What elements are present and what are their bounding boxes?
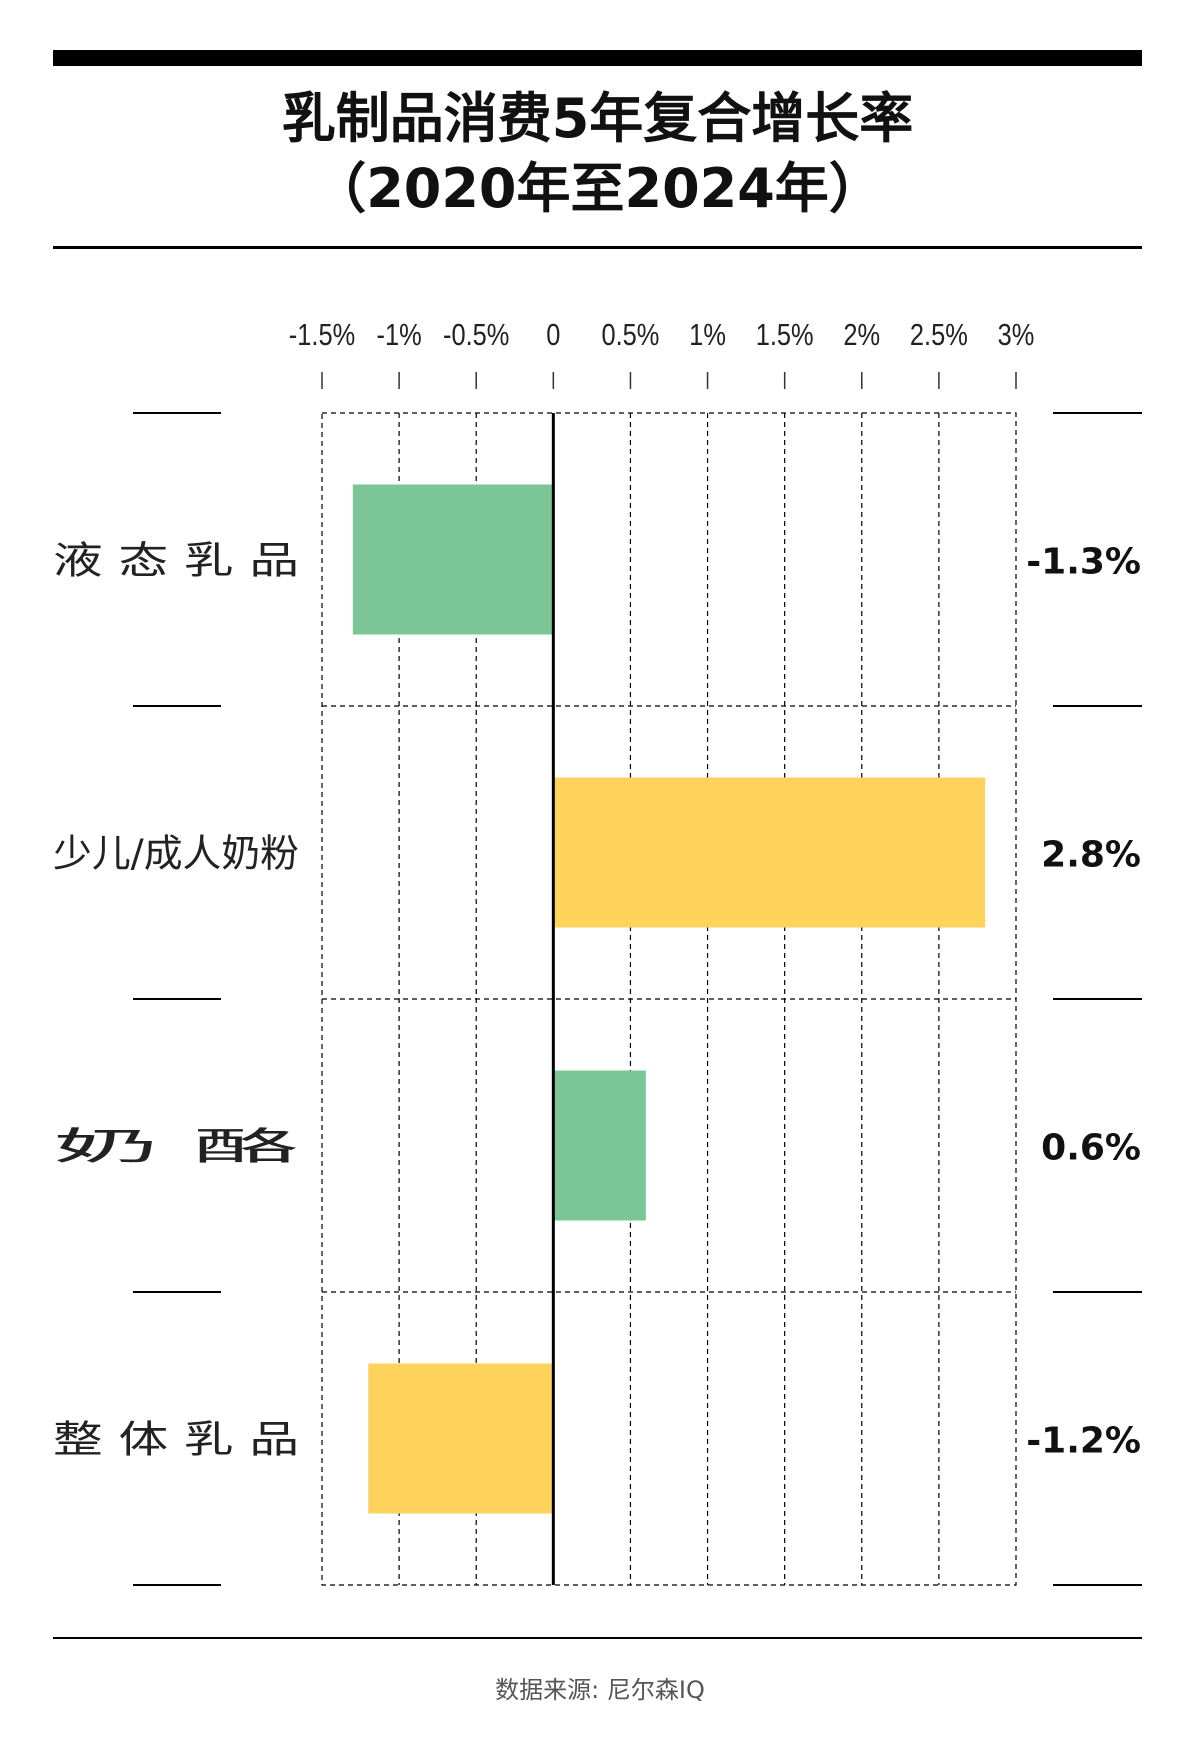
tick-label: -0.5%: [443, 318, 509, 353]
tick-label: 0.5%: [601, 318, 659, 353]
title-line-1: 乳制品消费5年复合增长率: [281, 87, 914, 150]
tick-label: 2%: [843, 318, 880, 353]
bar: [368, 1363, 554, 1514]
category-label: 少儿/成人奶粉: [53, 832, 299, 876]
title-rule: [53, 246, 1142, 249]
value-label: -1.2%: [1026, 1421, 1141, 1462]
value-label: 2.8%: [1041, 835, 1141, 876]
bar: [352, 484, 554, 635]
bar: [553, 1070, 646, 1221]
source-note: 数据来源: 尼尔森IQ: [495, 1676, 705, 1704]
tick-label: 1%: [689, 318, 726, 353]
category-label: 液 态 乳 品: [53, 539, 299, 583]
category-label: 整 体 乳 品: [53, 1418, 299, 1462]
chart-title: 乳制品消费5年复合增长率 （2020年至2024年）: [53, 84, 1142, 224]
value-label: -1.3%: [1026, 542, 1141, 583]
top-rule: [53, 50, 1142, 66]
value-label: 0.6%: [1041, 1128, 1141, 1169]
tick-label: -1.5%: [289, 318, 355, 353]
category-label: 奶 酪: [53, 1125, 299, 1169]
tick-label: 0: [546, 318, 560, 353]
bottom-rule: [53, 1637, 1142, 1639]
tick-label: 1.5%: [756, 318, 814, 353]
tick-label: -1%: [377, 318, 422, 353]
title-line-2: （2020年至2024年）: [312, 157, 883, 220]
tick-label: 2.5%: [910, 318, 968, 353]
tick-label: 3%: [998, 318, 1035, 353]
bar: [553, 777, 986, 928]
